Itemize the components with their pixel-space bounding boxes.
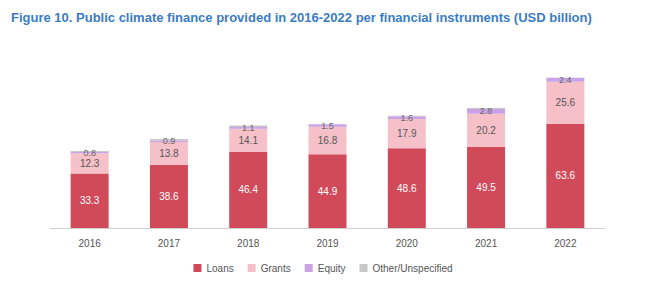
svg-text:14.1: 14.1 (238, 135, 258, 146)
svg-text:2017: 2017 (158, 238, 181, 249)
svg-text:44.9: 44.9 (318, 186, 338, 197)
svg-text:73.1: 73.1 (476, 90, 496, 101)
svg-text:63.4: 63.4 (318, 106, 338, 117)
svg-text:54.2: 54.2 (159, 121, 179, 132)
svg-text:62.5: 62.5 (238, 107, 258, 118)
svg-text:2020: 2020 (396, 238, 419, 249)
svg-text:1.1: 1.1 (242, 123, 255, 133)
svg-text:Grants: Grants (261, 263, 291, 274)
svg-text:0.8: 0.8 (83, 148, 96, 158)
svg-text:Equity: Equity (318, 263, 346, 274)
svg-text:20.2: 20.2 (476, 125, 496, 136)
svg-text:25.6: 25.6 (556, 97, 576, 108)
svg-text:2.8: 2.8 (480, 106, 493, 116)
svg-text:2016: 2016 (79, 238, 102, 249)
svg-text:91.6: 91.6 (556, 59, 576, 70)
svg-text:2019: 2019 (316, 238, 339, 249)
svg-text:1.6: 1.6 (401, 113, 414, 123)
svg-text:Loans: Loans (206, 263, 233, 274)
svg-text:17.9: 17.9 (397, 128, 417, 139)
svg-text:63.6: 63.6 (556, 170, 576, 181)
svg-text:46.9: 46.9 (80, 133, 100, 144)
svg-text:12.3: 12.3 (80, 158, 100, 169)
svg-text:68.4: 68.4 (397, 97, 417, 108)
svg-text:2.4: 2.4 (559, 75, 572, 85)
svg-text:38.6: 38.6 (159, 191, 179, 202)
svg-text:0.9: 0.9 (163, 136, 176, 146)
svg-text:Figure 10. Public climate fina: Figure 10. Public climate finance provid… (11, 10, 592, 25)
svg-text:2022: 2022 (554, 238, 577, 249)
svg-text:1.5: 1.5 (321, 121, 334, 131)
svg-text:49.5: 49.5 (476, 182, 496, 193)
svg-text:2021: 2021 (475, 238, 498, 249)
svg-text:Other/Unspecified: Other/Unspecified (373, 263, 453, 274)
svg-text:16.8: 16.8 (318, 135, 338, 146)
svg-text:46.4: 46.4 (238, 184, 258, 195)
svg-text:2018: 2018 (237, 238, 260, 249)
svg-text:48.6: 48.6 (397, 183, 417, 194)
svg-text:33.3: 33.3 (80, 195, 100, 206)
svg-text:13.8: 13.8 (159, 148, 179, 159)
